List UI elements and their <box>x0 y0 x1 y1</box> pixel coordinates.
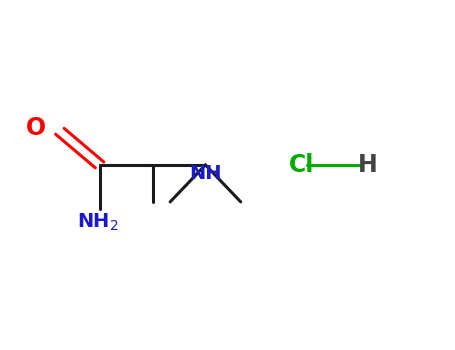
Text: Cl: Cl <box>289 153 314 177</box>
Text: NH$_2$: NH$_2$ <box>76 211 118 233</box>
Text: H: H <box>358 153 378 177</box>
Text: NH: NH <box>189 164 222 183</box>
Text: O: O <box>25 116 46 140</box>
